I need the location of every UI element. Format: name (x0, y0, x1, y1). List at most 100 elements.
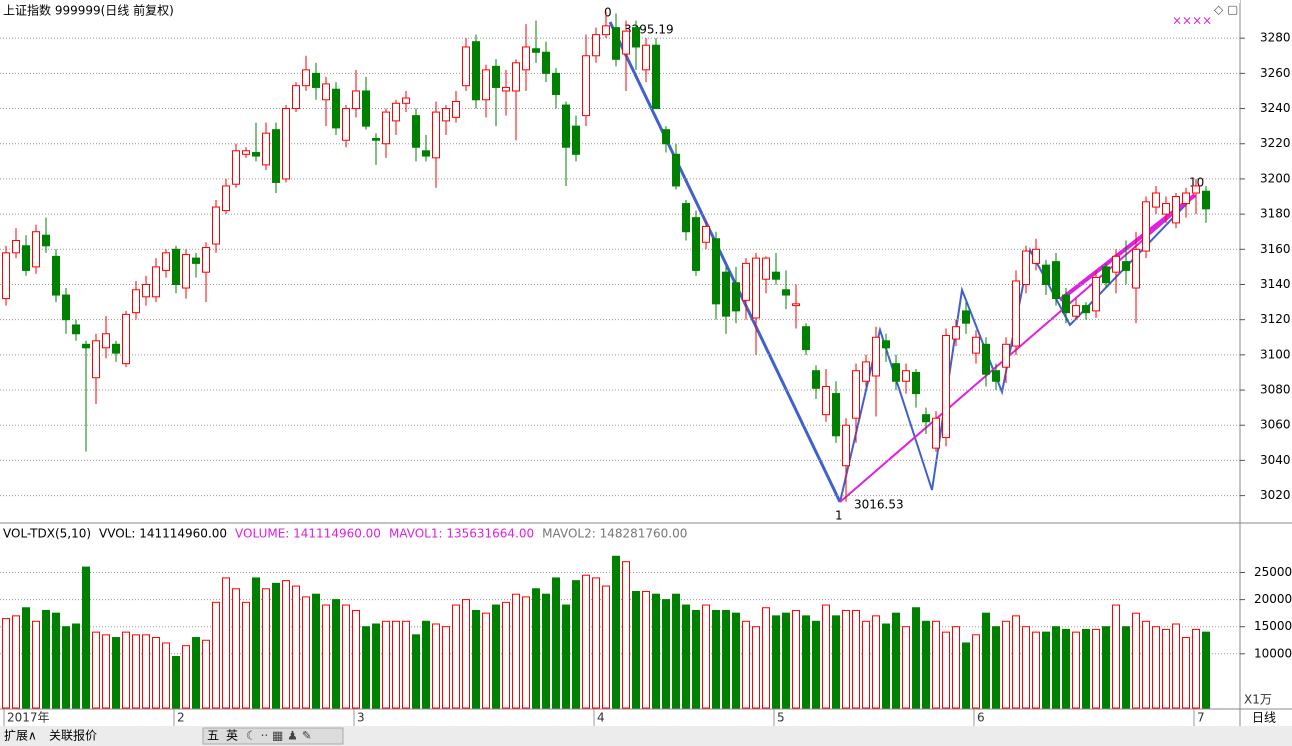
volume-header-text: VOL-TDX(5,10) (3, 527, 91, 541)
volume-bar (952, 626, 960, 709)
annotation-label: 1 (835, 509, 843, 523)
candle-body (932, 417, 940, 449)
candle-body (322, 83, 330, 101)
volume-bar (142, 634, 150, 709)
volume-bar (892, 612, 900, 709)
volume-bar (522, 596, 530, 709)
candle-body (352, 90, 360, 110)
y-tick-label: 25000 (1254, 565, 1292, 579)
candle-body (812, 370, 820, 389)
volume-bar (1072, 631, 1080, 709)
chart-title: 上证指数 999999(日线 前复权) (3, 3, 174, 18)
volume-bar (1192, 628, 1200, 709)
annotation-label: 0 (604, 6, 612, 20)
candle-body (232, 150, 240, 185)
volume-bar (542, 593, 550, 709)
window-icons[interactable]: ◇ ▢ (1214, 3, 1238, 17)
volume-bar (2, 618, 10, 709)
candle-body (1102, 266, 1110, 284)
candle-body (382, 111, 390, 145)
candle-body (122, 313, 130, 365)
volume-bar (622, 561, 630, 709)
y-tick-label: 3280 (1260, 31, 1291, 45)
volume-bar (1122, 626, 1130, 709)
candle-body (632, 27, 640, 48)
tool-button[interactable]: 英 (226, 729, 238, 743)
candle-body (802, 326, 810, 351)
x-tick-label: 4 (597, 711, 605, 725)
candle-body (712, 238, 720, 305)
volume-bar (1062, 628, 1070, 709)
volume-bar (872, 615, 880, 709)
volume-bar (52, 612, 60, 709)
volume-bar (312, 593, 320, 709)
candle-body (272, 129, 280, 183)
x-tick-label: 5 (777, 711, 785, 725)
volume-bar (562, 604, 570, 709)
annotation-value: 3016.53 (854, 498, 904, 512)
x-tick-label: 6 (977, 711, 985, 725)
volume-bar (732, 612, 740, 709)
candle-body (252, 152, 260, 157)
volume-bar (792, 609, 800, 709)
volume-bar (1142, 620, 1150, 709)
footer-tab[interactable]: 扩展∧ (4, 729, 37, 743)
candle-body (942, 335, 950, 439)
candle-body (762, 257, 770, 280)
volume-bar (832, 615, 840, 709)
volume-unit: X1万 (1244, 693, 1272, 707)
volume-bar (1152, 626, 1160, 709)
volume-bar (1092, 628, 1100, 709)
volume-bar (352, 609, 360, 709)
candle-body (572, 125, 580, 155)
candle-body (42, 234, 50, 247)
annotation-value: 3295.19 (624, 23, 674, 37)
volume-bar (412, 634, 420, 709)
volume-bar (922, 620, 930, 709)
volume-bar (272, 582, 280, 709)
footer-tab[interactable]: 关联报价 (49, 728, 97, 743)
volume-bar (662, 599, 670, 709)
volume-bar (682, 604, 690, 709)
volume-bar (532, 588, 540, 709)
volume-bar (592, 577, 600, 709)
volume-bar (752, 626, 760, 709)
volume-bar (582, 574, 590, 709)
volume-bar (992, 626, 1000, 709)
volume-bar (702, 604, 710, 709)
candle-body (662, 129, 670, 145)
volume-bar (222, 577, 230, 709)
volume-header-text: VOLUME: 141114960.00 (235, 527, 381, 541)
candle-body (862, 361, 870, 382)
candle-body (12, 240, 20, 254)
tool-icons[interactable]: ☾ ·· ▦ ♟ ✎ (246, 729, 312, 743)
candle-body (192, 257, 200, 264)
candle-body (922, 414, 930, 423)
candle-body (132, 289, 140, 314)
candle-body (212, 206, 220, 245)
candle-body (1052, 261, 1060, 300)
candle-body (62, 294, 70, 321)
volume-bar (1052, 626, 1060, 709)
volume-bar (1002, 620, 1010, 709)
candle-body (542, 51, 550, 74)
volume-bar (632, 590, 640, 709)
volume-bar (692, 609, 700, 709)
volume-bar (1032, 631, 1040, 709)
candle-body (222, 185, 230, 212)
candle-body (332, 88, 340, 129)
candle-body (982, 343, 990, 375)
volume-bar (42, 609, 50, 709)
volume-bar (92, 631, 100, 709)
volume-bar (1082, 628, 1090, 709)
candle-body (972, 336, 980, 354)
candle-body (302, 69, 310, 87)
candle-body (82, 343, 90, 349)
y-tick-label: 3120 (1260, 312, 1291, 326)
candle-body (672, 153, 680, 187)
candle-body (872, 336, 880, 377)
tool-button[interactable]: 五 (207, 729, 219, 743)
candle-body (602, 25, 610, 36)
